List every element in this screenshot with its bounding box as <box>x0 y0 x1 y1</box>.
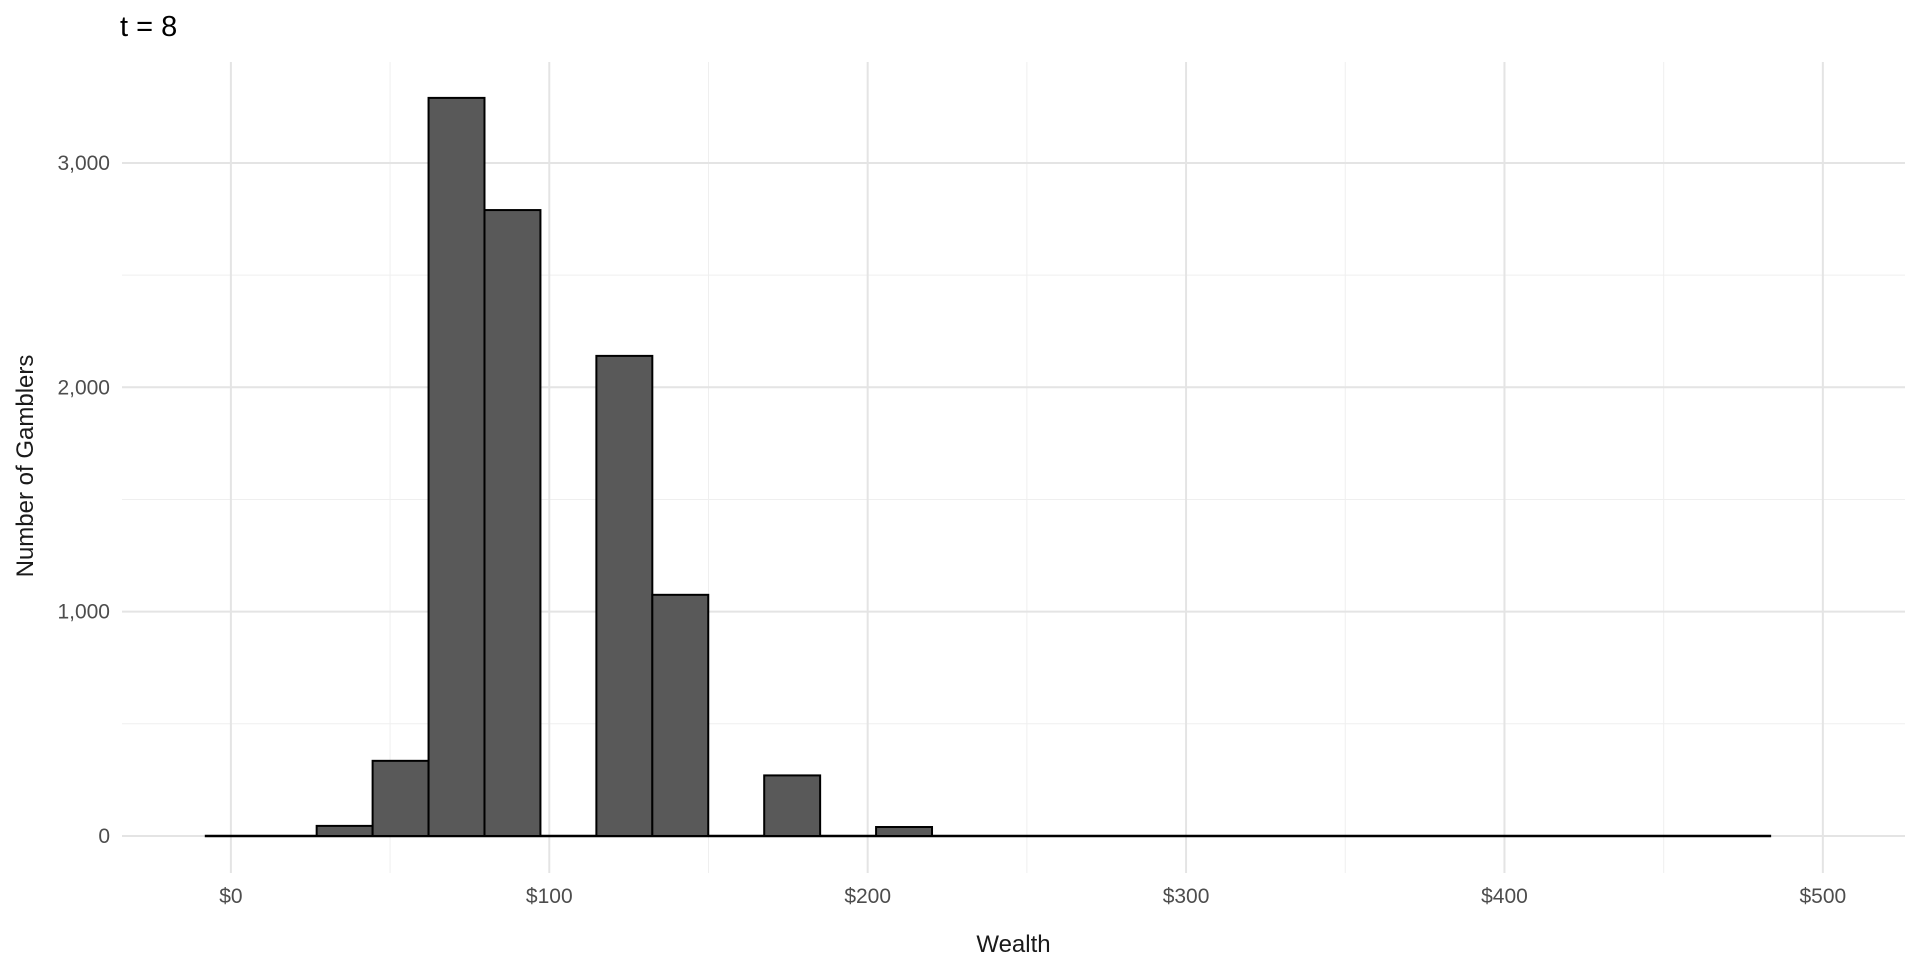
histogram-bar <box>595 354 654 837</box>
y-tick-label: 3,000 <box>57 152 110 175</box>
y-tick-label: 1,000 <box>57 601 110 624</box>
histogram-bar <box>483 209 542 837</box>
histogram-bar <box>763 774 822 837</box>
histogram-bar <box>315 824 374 837</box>
y-tick-label: 2,000 <box>57 376 110 399</box>
x-axis-title: Wealth <box>976 931 1051 958</box>
histogram-bar <box>427 96 486 837</box>
histogram-bar <box>371 759 430 837</box>
x-tick-label: $100 <box>526 885 573 908</box>
x-tick-label: $400 <box>1481 885 1528 908</box>
y-axis-title: Number of Gamblers <box>12 354 39 578</box>
x-tick-label: $300 <box>1163 885 1210 908</box>
x-tick-label: $500 <box>1799 885 1846 908</box>
x-tick-label: $0 <box>219 885 242 908</box>
x-tick-label: $200 <box>844 885 891 908</box>
histogram-bar <box>651 593 710 837</box>
y-tick-label: 0 <box>98 825 110 848</box>
histogram-bar <box>875 826 934 837</box>
plot-title: t = 8 <box>120 11 178 43</box>
